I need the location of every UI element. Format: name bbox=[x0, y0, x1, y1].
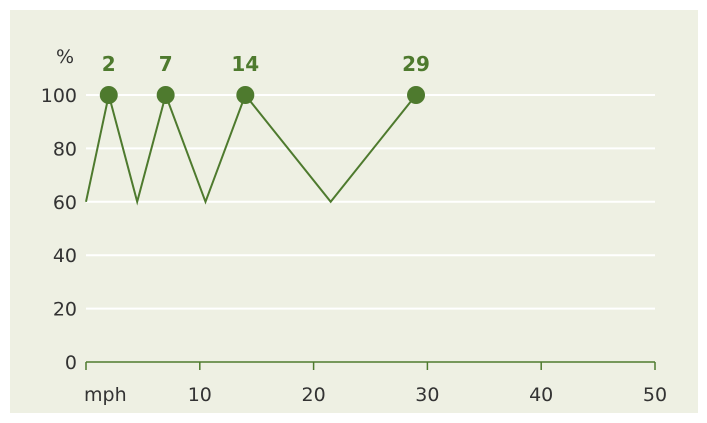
y-tick-label-40: 40 bbox=[53, 245, 77, 267]
y-tick-label-0: 0 bbox=[65, 352, 77, 374]
data-point-7 bbox=[156, 86, 175, 104]
chart-background bbox=[10, 10, 698, 413]
grid-lines bbox=[86, 94, 655, 310]
data-label-14: 14 bbox=[231, 52, 259, 76]
x-axis-label: mph bbox=[84, 384, 127, 406]
x-axis-ticks: 10 20 30 40 50 bbox=[188, 384, 667, 406]
series-group bbox=[85, 91, 417, 206]
x-tick-label-20: 20 bbox=[302, 384, 326, 406]
x-tick-label-50: 50 bbox=[643, 384, 667, 406]
y-tick-label-80: 80 bbox=[53, 138, 77, 160]
data-label-7: 7 bbox=[159, 52, 173, 76]
series-line-0 bbox=[85, 91, 417, 206]
data-point-29 bbox=[407, 86, 426, 104]
data-labels-group: 2 7 14 29 bbox=[102, 52, 430, 76]
y-tick-label-20: 20 bbox=[53, 299, 77, 321]
x-tick-label-30: 30 bbox=[415, 384, 439, 406]
x-tick-label-10: 10 bbox=[188, 384, 212, 406]
data-point-2 bbox=[99, 86, 118, 104]
x-axis bbox=[85, 361, 656, 370]
y-tick-label-100: 100 bbox=[41, 85, 77, 107]
data-label-29: 29 bbox=[402, 52, 430, 76]
y-axis-ticks: 0 20 40 60 80 100 bbox=[41, 85, 77, 374]
markers-group bbox=[99, 86, 426, 104]
data-point-14 bbox=[236, 86, 255, 104]
y-tick-label-60: 60 bbox=[53, 192, 77, 214]
data-label-2: 2 bbox=[102, 52, 116, 76]
y-axis-label: % bbox=[56, 46, 74, 68]
x-tick-label-40: 40 bbox=[529, 384, 553, 406]
